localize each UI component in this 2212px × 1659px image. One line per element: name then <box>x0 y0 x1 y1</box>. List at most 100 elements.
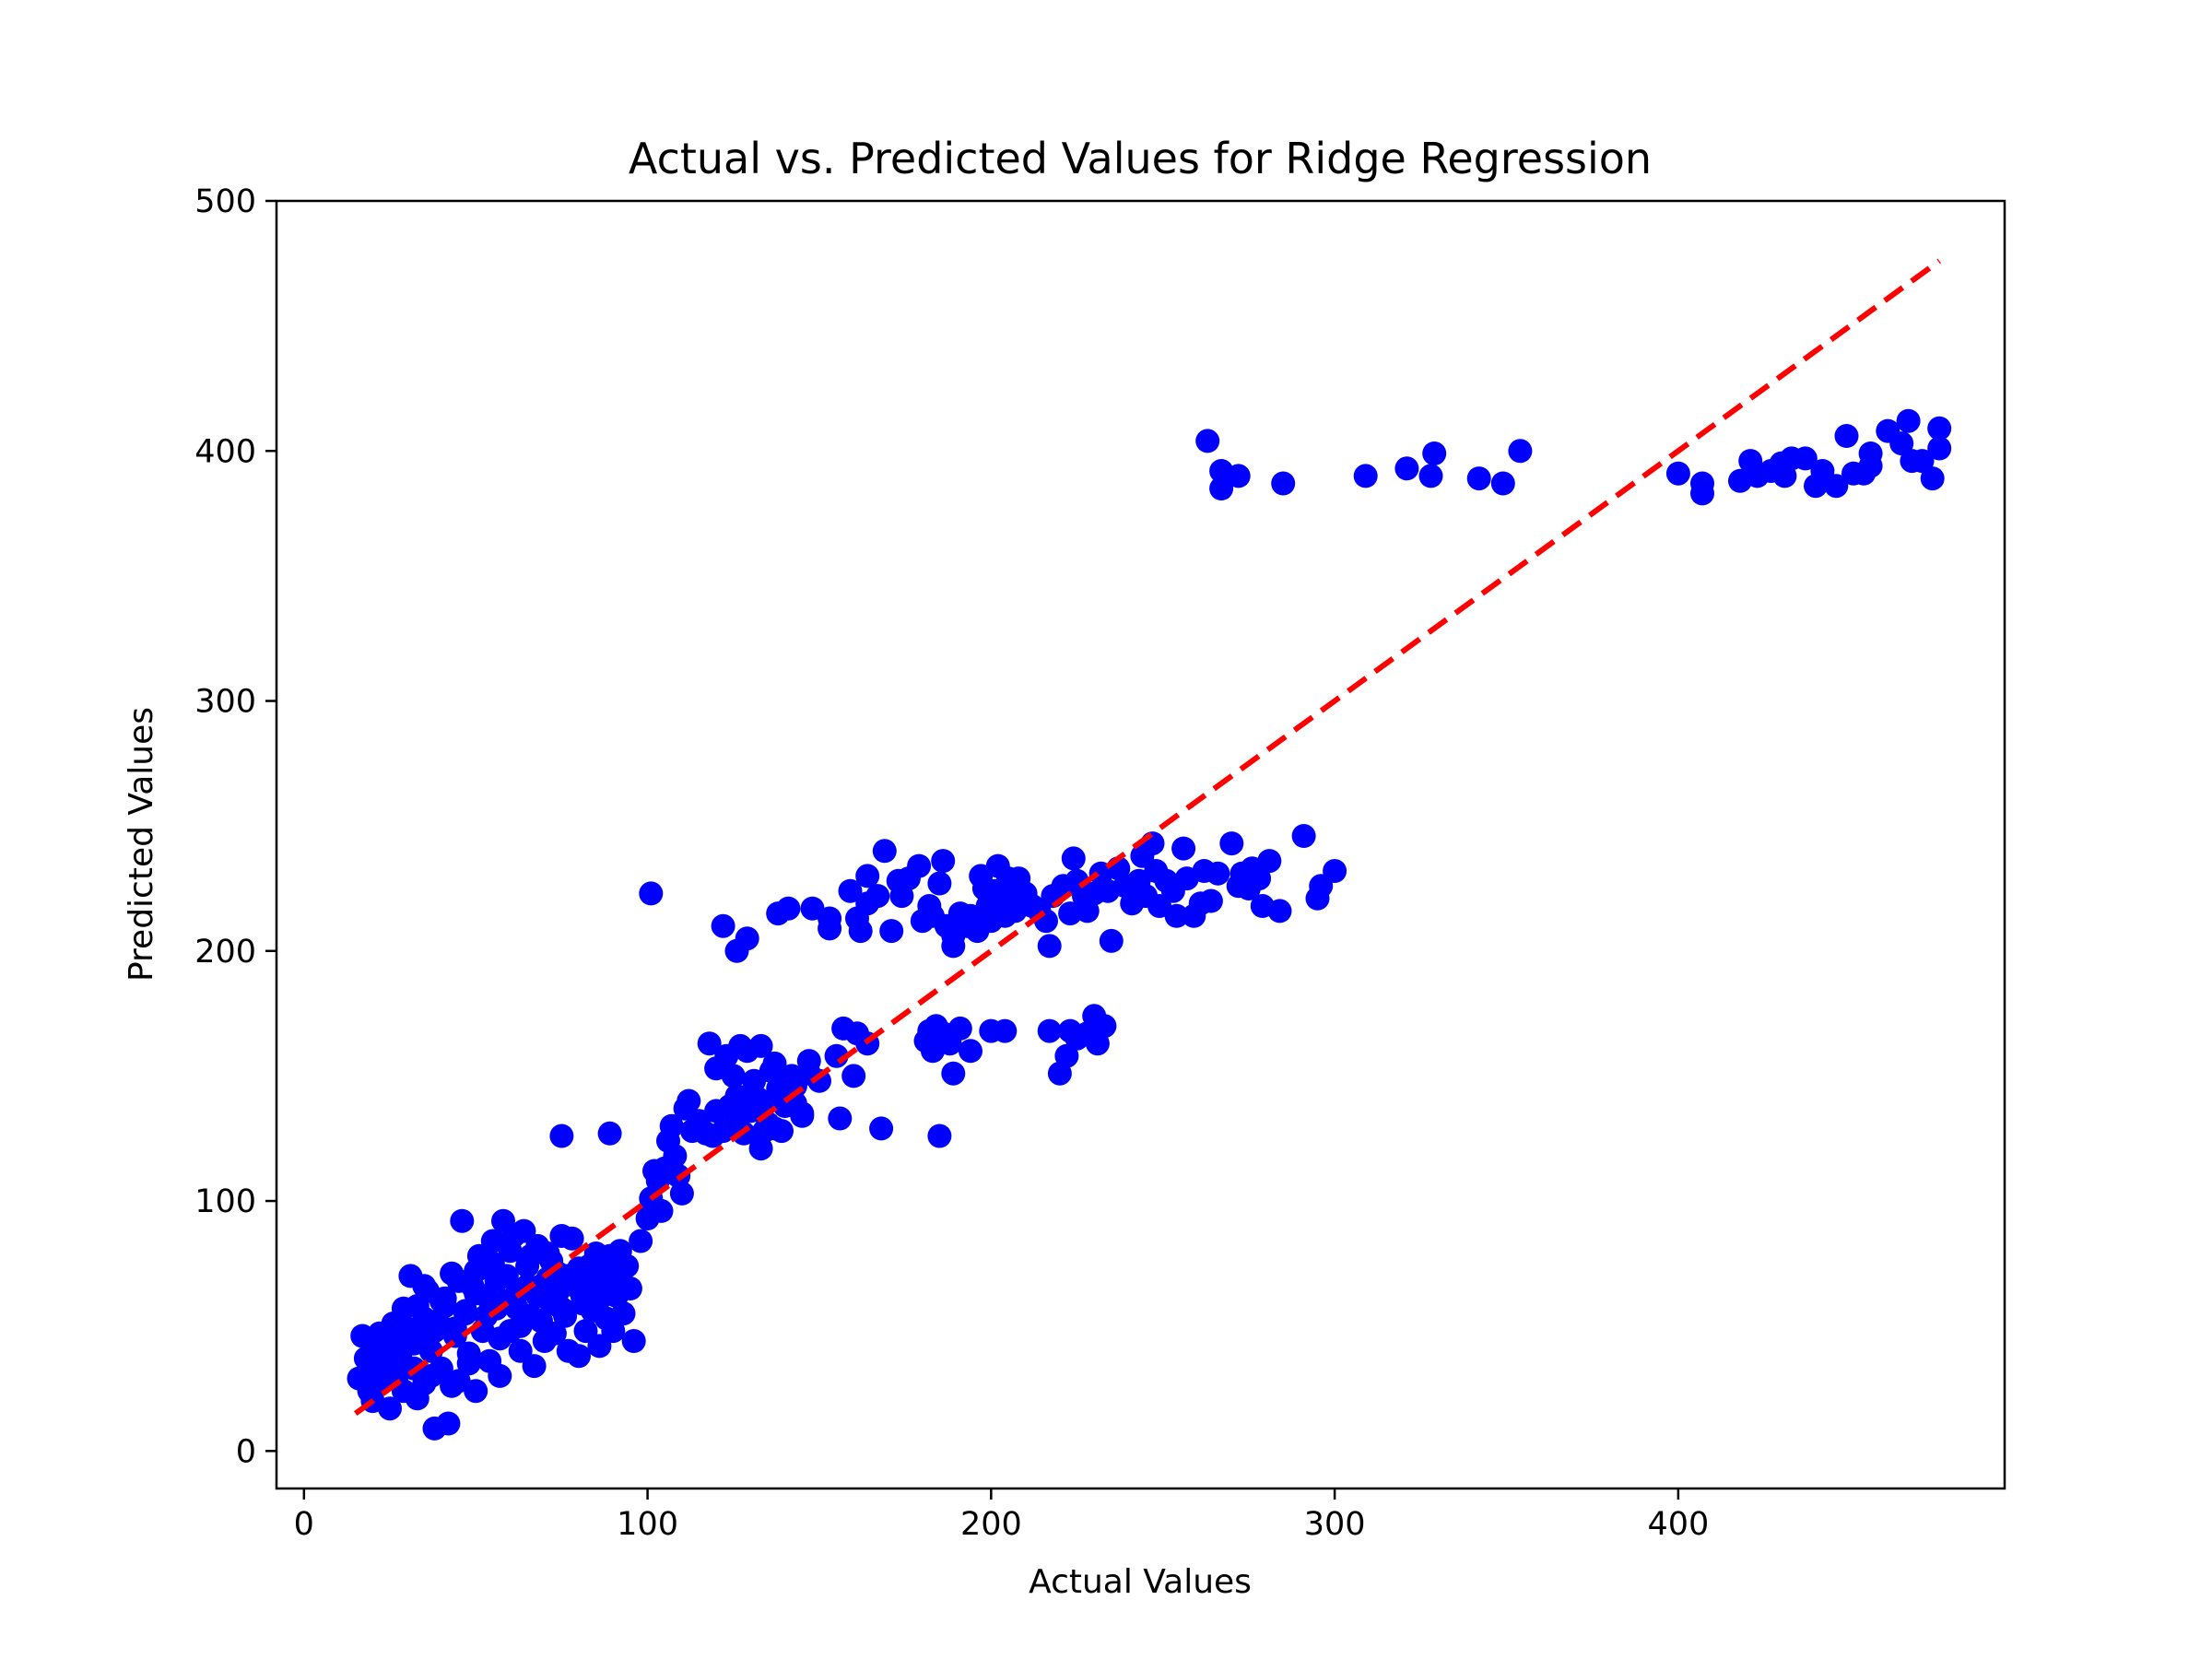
data-point <box>790 1103 815 1128</box>
data-point <box>621 1329 646 1353</box>
data-point <box>402 1331 427 1356</box>
data-point <box>776 896 801 921</box>
data-point <box>1896 408 1921 433</box>
data-point <box>549 1124 574 1148</box>
plot-area-frame <box>275 199 2006 1490</box>
data-point <box>464 1259 488 1283</box>
data-point <box>436 1411 461 1436</box>
data-point <box>1690 481 1714 506</box>
reference-line <box>353 258 1941 1417</box>
x-tick-label: 400 <box>1647 1506 1709 1543</box>
data-point <box>1323 859 1347 883</box>
data-point <box>818 916 842 941</box>
data-point <box>422 1319 447 1344</box>
data-point <box>1422 441 1447 465</box>
data-point <box>453 1299 477 1324</box>
data-point <box>570 1291 594 1316</box>
data-point <box>412 1274 437 1299</box>
x-axis: 0 100 200 300 400 <box>294 1488 1709 1543</box>
data-point <box>1508 439 1533 464</box>
data-point <box>611 1301 636 1326</box>
data-point <box>587 1264 612 1288</box>
y-tick-label: 300 <box>194 684 256 721</box>
data-point <box>959 1039 982 1064</box>
data-point <box>391 1296 416 1321</box>
data-point <box>1206 861 1230 886</box>
data-point <box>525 1284 550 1309</box>
data-point <box>1037 1018 1062 1043</box>
data-point <box>440 1373 465 1398</box>
y-tick-label: 200 <box>194 934 256 971</box>
x-tick-label: 300 <box>1304 1506 1366 1543</box>
data-point <box>518 1243 543 1268</box>
data-point <box>838 878 863 903</box>
data-point <box>629 1229 653 1253</box>
data-point <box>1834 424 1859 448</box>
data-point <box>1099 928 1124 953</box>
data-point <box>993 1018 1018 1043</box>
data-point <box>464 1379 488 1404</box>
data-point <box>931 849 956 874</box>
data-point <box>567 1256 591 1281</box>
data-point <box>927 1124 952 1148</box>
chart-title: Actual vs. Predicted Values for Ridge Re… <box>629 134 1652 183</box>
data-point <box>1418 464 1443 488</box>
data-point <box>697 1031 722 1056</box>
y-axis-label: Predicted Values <box>123 707 160 982</box>
data-point <box>855 864 880 888</box>
x-tick-label: 200 <box>960 1506 1022 1543</box>
data-point <box>1257 849 1282 874</box>
data-point <box>549 1296 574 1321</box>
data-point <box>1858 453 1883 478</box>
data-point <box>1910 449 1935 474</box>
data-point <box>841 1064 866 1088</box>
data-point <box>947 1016 972 1041</box>
data-point <box>508 1313 533 1338</box>
data-point <box>941 1061 966 1086</box>
data-point <box>663 1144 688 1169</box>
data-point <box>405 1386 429 1411</box>
data-point <box>559 1226 584 1251</box>
x-axis-label: Actual Values <box>1029 1563 1252 1601</box>
data-point <box>498 1239 523 1264</box>
data-point <box>879 919 904 944</box>
data-point <box>927 871 952 896</box>
data-point <box>748 1033 773 1058</box>
data-point <box>1037 934 1062 959</box>
x-tick-label: 0 <box>294 1506 314 1543</box>
data-point <box>649 1198 674 1223</box>
data-point <box>1490 471 1515 496</box>
data-point <box>848 919 873 944</box>
data-point <box>1824 474 1849 499</box>
data-point <box>618 1277 642 1300</box>
data-point <box>1466 466 1491 491</box>
data-point <box>442 1316 467 1341</box>
data-point <box>488 1363 512 1388</box>
data-point <box>1034 909 1058 934</box>
data-point <box>721 1064 746 1088</box>
data-point <box>597 1121 622 1146</box>
data-point <box>1353 464 1378 488</box>
data-point <box>1164 903 1189 928</box>
y-tick-label: 100 <box>194 1183 256 1220</box>
data-point <box>367 1321 392 1346</box>
y-tick-label: 400 <box>194 433 256 470</box>
data-point <box>659 1113 684 1138</box>
y-tick-label: 0 <box>236 1433 256 1470</box>
data-point <box>1140 831 1165 856</box>
data-point <box>488 1326 512 1351</box>
data-point <box>1291 824 1316 848</box>
data-point <box>1271 471 1296 496</box>
data-point <box>1061 846 1086 871</box>
y-axis: 0 100 200 300 400 500 <box>194 183 276 1470</box>
data-point <box>907 853 932 878</box>
data-point <box>567 1344 591 1369</box>
data-point <box>1267 899 1292 924</box>
data-point <box>872 839 897 864</box>
x-tick-label: 100 <box>617 1506 678 1543</box>
data-point <box>1665 461 1690 486</box>
data-point <box>607 1239 632 1264</box>
data-point <box>828 1106 853 1131</box>
data-point <box>941 934 966 959</box>
